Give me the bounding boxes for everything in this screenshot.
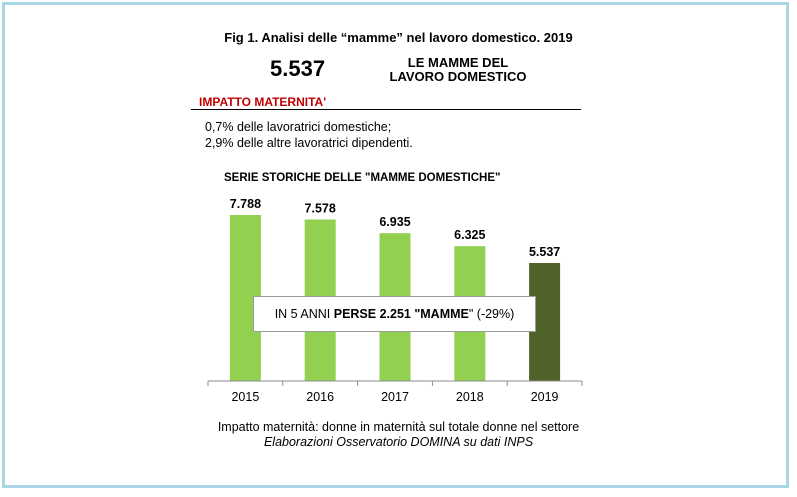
data-label-2018: 6.325 [454, 228, 485, 242]
headline-label-line1: LE MAMME DEL [407, 55, 509, 70]
data-label-2017: 6.935 [379, 215, 410, 229]
source-note: Elaborazioni Osservatorio DOMINA su dati… [263, 435, 534, 449]
footnote: Impatto maternità: donne in maternità su… [217, 420, 580, 434]
data-label-2015: 7.788 [230, 197, 261, 211]
tick-label-2016: 2016 [306, 390, 334, 404]
section-title: IMPATTO MATERNITA' [199, 95, 327, 109]
impact-lines: 0,7% delle lavoratrici domestiche; 2,9% … [205, 119, 413, 151]
callout-text-part1: IN 5 ANNI [274, 307, 334, 321]
figure-frame [2, 2, 789, 488]
headline-value: 5.537 [270, 56, 326, 81]
tick-label-2015: 2015 [231, 390, 259, 404]
chart-x-axis: 2015 2016 2017 2018 2019 [207, 380, 583, 404]
tick-label-2018: 2018 [456, 390, 484, 404]
section-divider [191, 109, 581, 110]
callout-text-part2: PERSE 2.251 "MAMME [333, 307, 469, 321]
data-label-2016: 7.578 [305, 201, 336, 215]
headline-label: LE MAMME DEL LAVORO DOMESTICO [388, 56, 528, 84]
headline-label-line2: LAVORO DOMESTICO [389, 69, 527, 84]
figure-title: Fig 1. Analisi delle “mamme” nel lavoro … [224, 30, 573, 45]
chart-data-labels: 7.788 7.578 6.935 6.325 5.537 [230, 197, 561, 259]
chart-title: SERIE STORICHE DELLE "MAMME DOMESTICHE" [224, 172, 501, 184]
tick-label-2017: 2017 [381, 390, 409, 404]
data-label-2019: 5.537 [529, 245, 560, 259]
callout-box: IN 5 ANNI PERSE 2.251 "MAMME" (-29%) [253, 296, 536, 332]
impact-line-domestic: 0,7% delle lavoratrici domestiche; [205, 120, 392, 134]
tick-label-2019: 2019 [531, 390, 559, 404]
impact-line-other: 2,9% delle altre lavoratrici dipendenti. [205, 136, 413, 150]
callout-text-part3: " (-29%) [468, 307, 515, 321]
